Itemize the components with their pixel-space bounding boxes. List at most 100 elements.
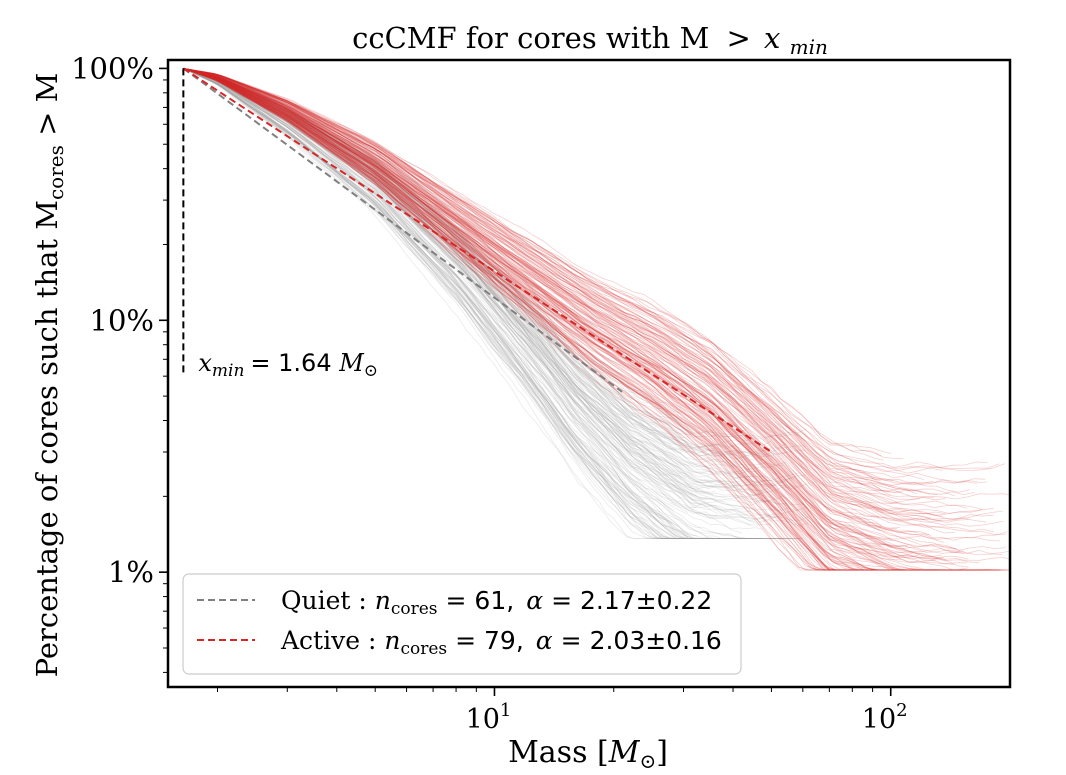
bootstrap-line [183, 68, 762, 539]
bootstrap-line [183, 68, 987, 486]
bootstrap-line [183, 68, 806, 457]
bootstrap-line [183, 68, 883, 571]
bootstrap-line [183, 68, 937, 571]
y-tick-label: 1% [108, 555, 154, 589]
bootstrap-line [183, 68, 944, 560]
bootstrap-line [183, 68, 983, 514]
bootstrap-line [183, 68, 746, 539]
bootstrap-line [183, 68, 986, 484]
bootstrap-line [183, 68, 750, 471]
y-tick-label: 100% [71, 51, 154, 85]
bootstrap-line [183, 68, 676, 453]
bootstrap-line [183, 68, 980, 564]
bootstrap-line [183, 68, 1008, 540]
bootstrap-line [183, 68, 716, 493]
bootstrap-line [183, 68, 938, 495]
bootstrap-line [183, 68, 887, 571]
bootstrap-line [183, 68, 959, 571]
bootstrap-line [183, 68, 776, 506]
x-axis-label-var: M [608, 735, 641, 770]
bootstrap-line [183, 68, 756, 539]
bootstrap-line [183, 68, 949, 571]
x-axis-label-sub: ⊙ [639, 749, 656, 773]
chart-title-var: x [764, 21, 780, 55]
bootstrap-line [183, 68, 901, 529]
bootstrap-line [183, 68, 894, 481]
bootstrap-line [183, 68, 946, 505]
bootstrap-line [183, 68, 893, 541]
bootstrap-line [183, 68, 782, 539]
bootstrap-line [183, 68, 968, 571]
bootstrap-line [183, 68, 787, 487]
bootstrap-line [183, 68, 903, 494]
bootstrap-line [183, 68, 968, 560]
bootstrap-line [183, 68, 691, 539]
bootstrap-line [183, 68, 956, 497]
bootstrap-line [183, 68, 772, 526]
legend-label-active: Active : ncores = 79, α = 2.03±0.16 [280, 626, 722, 659]
bootstrap-line [183, 68, 776, 519]
bootstrap-line [183, 68, 1001, 571]
bootstrap-line [183, 68, 698, 537]
bootstrap-line [183, 68, 787, 505]
bootstrap-line [183, 68, 890, 571]
bootstrap-line [183, 68, 935, 499]
bootstrap-line [183, 68, 809, 527]
bootstrap-line [183, 68, 909, 571]
bootstrap-line [183, 68, 908, 547]
bootstrap-line [183, 68, 919, 559]
bootstrap-line [183, 68, 919, 563]
bootstrap-line [183, 68, 890, 571]
bootstrap-line [183, 68, 898, 504]
bootstrap-line [183, 68, 960, 553]
bootstrap-line [183, 68, 1010, 571]
fit-line-quiet [182, 67, 623, 393]
bootstrap-line [183, 68, 739, 539]
bootstrap-line [183, 68, 714, 496]
bootstrap-line [183, 68, 693, 446]
bootstrap-line [183, 68, 802, 539]
bootstrap-line [183, 68, 979, 571]
bootstrap-line [183, 68, 717, 490]
bootstrap-line [183, 68, 880, 518]
xmin-label-unit: M [338, 349, 365, 377]
bootstrap-line [183, 68, 698, 497]
bootstrap-line [183, 68, 790, 539]
bootstrap-line [183, 68, 976, 571]
xmin-label-sub: min [212, 361, 245, 381]
bootstrap-line [183, 68, 771, 539]
bootstrap-line [183, 68, 922, 493]
bootstrap-line [183, 68, 763, 539]
bootstrap-line [183, 68, 790, 539]
bootstrap-line [183, 68, 692, 436]
bootstrap-line [183, 68, 788, 456]
bootstrap-line [183, 68, 748, 516]
bootstrap-line [183, 68, 682, 480]
bootstrap-line [183, 68, 965, 554]
x-axis-label: Mass [M⊙] [508, 735, 668, 773]
bootstrap-line [183, 68, 740, 487]
bootstrap-line [183, 68, 673, 525]
bootstrap-line [183, 68, 707, 500]
chart-title-prefix: ccCMF for cores with M [352, 21, 709, 55]
bootstrap-line [183, 68, 735, 468]
bootstrap-line [183, 68, 1001, 571]
bootstrap-line [183, 68, 1000, 470]
bootstrap-line [183, 68, 884, 513]
bootstrap-line [183, 68, 987, 523]
bootstrap-line [183, 68, 1001, 542]
bootstrap-line [183, 68, 934, 571]
bootstrap-line [183, 68, 881, 568]
x-tick-exp: 1 [500, 700, 511, 721]
bootstrap-line [183, 68, 999, 571]
xmin-label-var: x [198, 349, 212, 377]
xmin-marker: xmin = 1.64 M⊙ [182, 68, 378, 381]
bootstrap-line [183, 68, 968, 565]
bootstrap-line [183, 68, 1007, 535]
bootstrap-line [183, 68, 750, 446]
bootstrap-line [183, 68, 955, 565]
bootstrap-line [183, 68, 992, 571]
bootstrap-line [183, 68, 706, 494]
